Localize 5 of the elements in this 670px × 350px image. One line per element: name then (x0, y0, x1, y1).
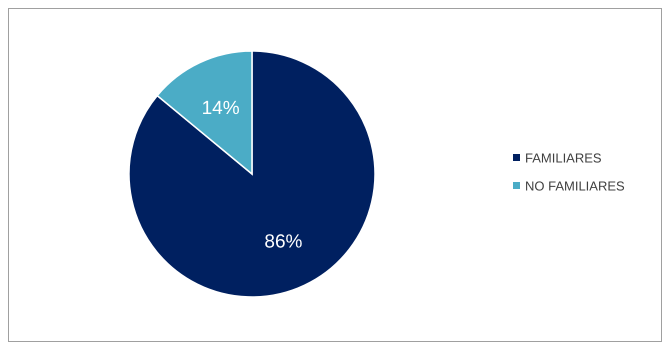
legend-label: NO FAMILIARES (525, 178, 626, 194)
legend-label: FAMILIARES (525, 150, 602, 166)
data-label: 14% (202, 98, 240, 119)
data-label: 86% (264, 231, 303, 252)
pie-slice (128, 50, 376, 298)
